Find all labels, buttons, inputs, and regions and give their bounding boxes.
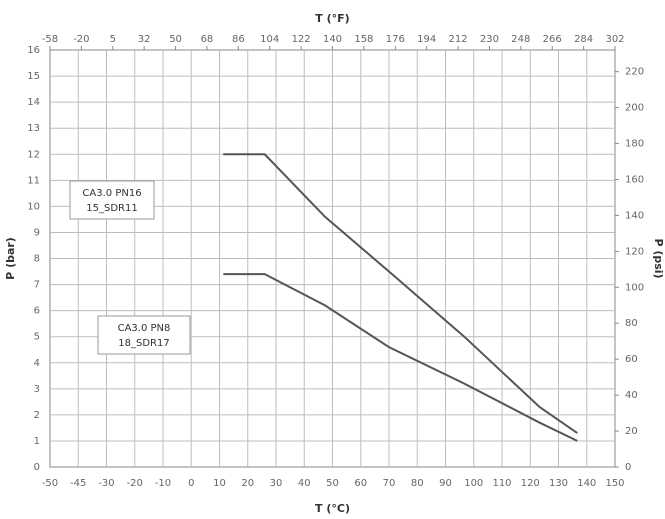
x-tick-bottom: 110 xyxy=(492,478,511,489)
x-axis-title-top: T (°F) xyxy=(315,12,349,25)
x-tick-bottom: 10 xyxy=(213,478,226,489)
y-tick-left: 4 xyxy=(34,358,40,369)
x-tick-top: 140 xyxy=(323,34,342,45)
x-tick-bottom: 100 xyxy=(464,478,483,489)
x-tick-top: 266 xyxy=(543,34,562,45)
y-tick-left: 15 xyxy=(27,71,40,82)
y-tick-right: 40 xyxy=(625,390,638,401)
x-tick-bottom: 70 xyxy=(383,478,396,489)
y-tick-left: 9 xyxy=(34,227,40,238)
y-tick-right: 160 xyxy=(625,174,644,185)
x-tick-top: 86 xyxy=(232,34,245,45)
x-tick-bottom: 0 xyxy=(188,478,194,489)
x-tick-bottom: 140 xyxy=(577,478,596,489)
x-tick-top: 158 xyxy=(354,34,373,45)
x-tick-top: 248 xyxy=(511,34,530,45)
series-label-line1: CA3.0 PN16 xyxy=(82,188,141,199)
x-tick-top: 212 xyxy=(449,34,468,45)
series-label-line2: 15_SDR11 xyxy=(86,203,137,214)
x-tick-bottom: 120 xyxy=(521,478,540,489)
x-tick-top: 302 xyxy=(605,34,624,45)
x-tick-bottom: -20 xyxy=(127,478,143,489)
x-tick-top: 104 xyxy=(260,34,279,45)
x-tick-bottom: 130 xyxy=(549,478,568,489)
x-tick-bottom: 50 xyxy=(326,478,339,489)
x-tick-bottom: -45 xyxy=(70,478,86,489)
y-tick-left: 3 xyxy=(34,384,40,395)
y-tick-right: 120 xyxy=(625,246,644,257)
y-tick-left: 7 xyxy=(34,280,40,291)
x-tick-top: 122 xyxy=(292,34,311,45)
y-tick-right: 80 xyxy=(625,318,638,329)
x-tick-bottom: -30 xyxy=(98,478,114,489)
y-tick-right: 0 xyxy=(625,462,631,473)
y-tick-left: 16 xyxy=(27,45,40,56)
x-tick-top: 5 xyxy=(110,34,116,45)
x-tick-top: -58 xyxy=(42,34,58,45)
y-tick-right: 200 xyxy=(625,103,644,114)
y-tick-left: 14 xyxy=(27,97,40,108)
y-tick-left: 12 xyxy=(27,149,40,160)
series-label-box-1 xyxy=(69,180,155,220)
y-tick-left: 13 xyxy=(27,123,40,134)
x-tick-bottom: 30 xyxy=(270,478,283,489)
x-tick-bottom: 150 xyxy=(605,478,624,489)
series-label-line1: CA3.0 PN8 xyxy=(118,323,171,334)
y-tick-right: 180 xyxy=(625,139,644,150)
y-axis-title-right: P (psi) xyxy=(652,238,665,278)
series-label-box-2 xyxy=(97,315,191,355)
x-tick-bottom: 40 xyxy=(298,478,311,489)
x-tick-top: 194 xyxy=(417,34,436,45)
y-tick-right: 220 xyxy=(625,67,644,78)
x-tick-top: -20 xyxy=(73,34,89,45)
y-tick-left: 5 xyxy=(34,332,40,343)
series-line-2 xyxy=(223,273,578,442)
x-tick-top: 176 xyxy=(386,34,405,45)
x-tick-top: 68 xyxy=(201,34,214,45)
y-axis-title-left: P (bar) xyxy=(4,237,17,280)
y-tick-left: 2 xyxy=(34,410,40,421)
series-label-line2: 18_SDR17 xyxy=(118,338,169,349)
x-axis-title-bottom: T (°C) xyxy=(315,502,350,515)
y-tick-left: 11 xyxy=(27,175,40,186)
y-tick-right: 60 xyxy=(625,354,638,365)
series-line-1 xyxy=(223,153,578,434)
y-tick-right: 100 xyxy=(625,282,644,293)
y-tick-right: 140 xyxy=(625,210,644,221)
y-tick-left: 0 xyxy=(34,462,40,473)
x-tick-bottom: 80 xyxy=(411,478,424,489)
y-tick-right: 20 xyxy=(625,426,638,437)
y-tick-left: 6 xyxy=(34,306,40,317)
x-tick-top: 50 xyxy=(169,34,182,45)
y-tick-left: 8 xyxy=(34,254,40,265)
x-tick-bottom: 20 xyxy=(241,478,254,489)
y-tick-left: 10 xyxy=(27,201,40,212)
x-tick-bottom: -10 xyxy=(155,478,171,489)
x-tick-top: 230 xyxy=(480,34,499,45)
x-tick-top: 284 xyxy=(574,34,593,45)
x-tick-bottom: -50 xyxy=(42,478,58,489)
y-tick-left: 1 xyxy=(34,436,40,447)
x-tick-bottom: 90 xyxy=(439,478,452,489)
x-tick-top: 32 xyxy=(138,34,151,45)
x-tick-bottom: 60 xyxy=(354,478,367,489)
